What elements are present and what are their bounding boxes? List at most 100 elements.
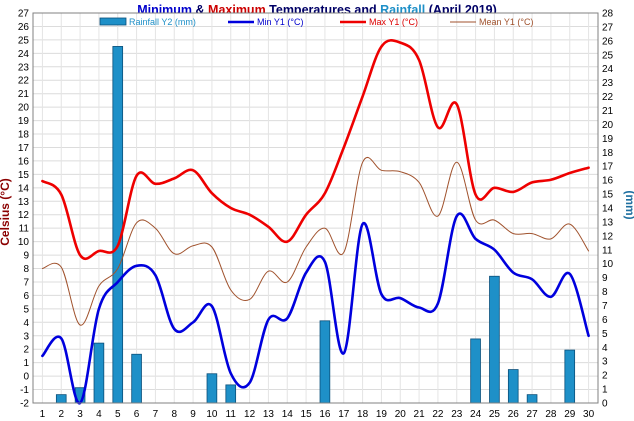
- y-right-tick-label: 0: [602, 399, 608, 410]
- min-temperature-line: [41, 212, 590, 405]
- y-left-tick-label: 3: [23, 331, 29, 342]
- mean-temperature-line: [41, 156, 590, 326]
- x-tick-label: 20: [395, 409, 407, 420]
- y-right-tick-label: 24: [602, 64, 614, 75]
- y-right-tick-label: 7: [602, 301, 608, 312]
- y-right-tick-label: 26: [602, 36, 614, 47]
- x-tick-label: 14: [282, 409, 294, 420]
- rainfall-bar: [564, 349, 576, 404]
- y-right-tick-label: 10: [602, 259, 614, 270]
- y-right-tick-label: 1: [602, 385, 608, 396]
- x-tick-label: 15: [301, 409, 313, 420]
- y-left-tick-label: 2: [23, 345, 29, 356]
- x-tick-label: 17: [338, 409, 350, 420]
- axes: -2-1012345678910111213141516171819202122…: [18, 9, 614, 421]
- y-right-tick-label: 18: [602, 148, 614, 159]
- x-tick-label: 9: [190, 409, 196, 420]
- legend-swatch-bar: [99, 17, 127, 26]
- legend: Rainfall Y2 (mm) Min Y1 (°C) Max Y1 (°C) Me…: [99, 17, 533, 27]
- y-left-tick-label: 4: [23, 318, 29, 329]
- x-tick-label: 10: [206, 409, 218, 420]
- y-left-tick-label: 17: [18, 143, 30, 154]
- x-tick-label: 1: [40, 409, 46, 420]
- y-left-tick-label: -1: [20, 385, 29, 396]
- x-tick-label: 16: [319, 409, 331, 420]
- y-left-tick-label: 7: [23, 277, 29, 288]
- legend-label: Rainfall Y2 (mm): [129, 17, 196, 27]
- rainfall-bar: [319, 320, 331, 404]
- y-right-tick-label: 16: [602, 176, 614, 187]
- x-tick-label: 22: [432, 409, 444, 420]
- legend-label: Min Y1 (°C): [257, 17, 303, 27]
- rainfall-bar: [112, 46, 124, 404]
- x-tick-label: 5: [115, 409, 121, 420]
- x-tick-label: 13: [263, 409, 275, 420]
- x-tick-label: 18: [357, 409, 369, 420]
- y-right-tick-label: 15: [602, 190, 614, 201]
- y-left-tick-label: 20: [18, 103, 30, 114]
- y-left-tick-label: 9: [23, 251, 29, 262]
- x-tick-label: 12: [244, 409, 256, 420]
- y-left-axis-title: Celsius (°C): [0, 178, 12, 245]
- y-right-tick-label: 19: [602, 134, 614, 145]
- legend-label: Max Y1 (°C): [369, 17, 418, 27]
- y-left-tick-label: 14: [18, 183, 30, 194]
- legend-label: Mean Y1 (°C): [479, 17, 533, 27]
- y-right-tick-label: 21: [602, 106, 614, 117]
- y-right-tick-label: 22: [602, 92, 614, 103]
- y-right-tick-label: 12: [602, 231, 614, 242]
- y-left-tick-label: 21: [18, 89, 30, 100]
- y-right-tick-label: 3: [602, 357, 608, 368]
- y-right-tick-label: 17: [602, 162, 614, 173]
- y-right-tick-label: 20: [602, 120, 614, 131]
- rainfall-bar: [55, 394, 67, 404]
- y-left-tick-label: 25: [18, 35, 30, 46]
- y-right-tick-label: 25: [602, 50, 614, 61]
- y-left-tick-label: 8: [23, 264, 29, 275]
- y-right-axis-title: (mm): [623, 190, 634, 219]
- max-temperature-line: [41, 39, 590, 261]
- y-left-tick-label: 16: [18, 156, 30, 167]
- y-left-tick-label: 5: [23, 304, 29, 315]
- x-tick-label: 26: [508, 409, 520, 420]
- x-tick-label: 30: [583, 409, 595, 420]
- y-left-tick-label: -2: [20, 399, 29, 410]
- x-tick-label: 25: [489, 409, 501, 420]
- y-right-tick-label: 14: [602, 204, 614, 215]
- x-tick-label: 2: [58, 409, 64, 420]
- y-left-tick-label: 23: [18, 62, 30, 73]
- y-right-tick-label: 11: [602, 245, 613, 256]
- y-left-tick-label: 12: [18, 210, 30, 221]
- x-tick-label: 29: [564, 409, 576, 420]
- rainfall-bars: [55, 46, 576, 404]
- y-right-tick-label: 9: [602, 273, 608, 284]
- y-left-tick-label: 1: [23, 358, 29, 369]
- x-tick-label: 3: [77, 409, 83, 420]
- x-tick-label: 7: [153, 409, 159, 420]
- x-tick-label: 23: [451, 409, 463, 420]
- temperature-lines: [41, 39, 590, 405]
- y-right-tick-label: 6: [602, 315, 608, 326]
- x-tick-label: 27: [527, 409, 539, 420]
- x-tick-label: 28: [545, 409, 557, 420]
- y-left-tick-label: 0: [23, 372, 29, 383]
- y-left-tick-label: 13: [18, 197, 30, 208]
- y-right-tick-label: 4: [602, 343, 608, 354]
- rainfall-bar: [526, 394, 538, 404]
- x-tick-label: 21: [414, 409, 426, 420]
- x-tick-label: 24: [470, 409, 482, 420]
- x-tick-label: 4: [96, 409, 102, 420]
- rainfall-bar: [225, 384, 237, 404]
- y-left-tick-label: 22: [18, 76, 30, 87]
- rainfall-bar: [470, 338, 481, 404]
- y-left-tick-label: 18: [18, 130, 30, 141]
- rainfall-bar: [131, 353, 142, 404]
- x-tick-label: 19: [376, 409, 388, 420]
- rainfall-bar: [489, 275, 500, 404]
- y-left-tick-label: 27: [18, 9, 30, 20]
- y-right-tick-label: 28: [602, 9, 614, 20]
- y-right-tick-label: 13: [602, 217, 614, 228]
- y-right-tick-label: 8: [602, 287, 608, 298]
- x-tick-label: 8: [171, 409, 177, 420]
